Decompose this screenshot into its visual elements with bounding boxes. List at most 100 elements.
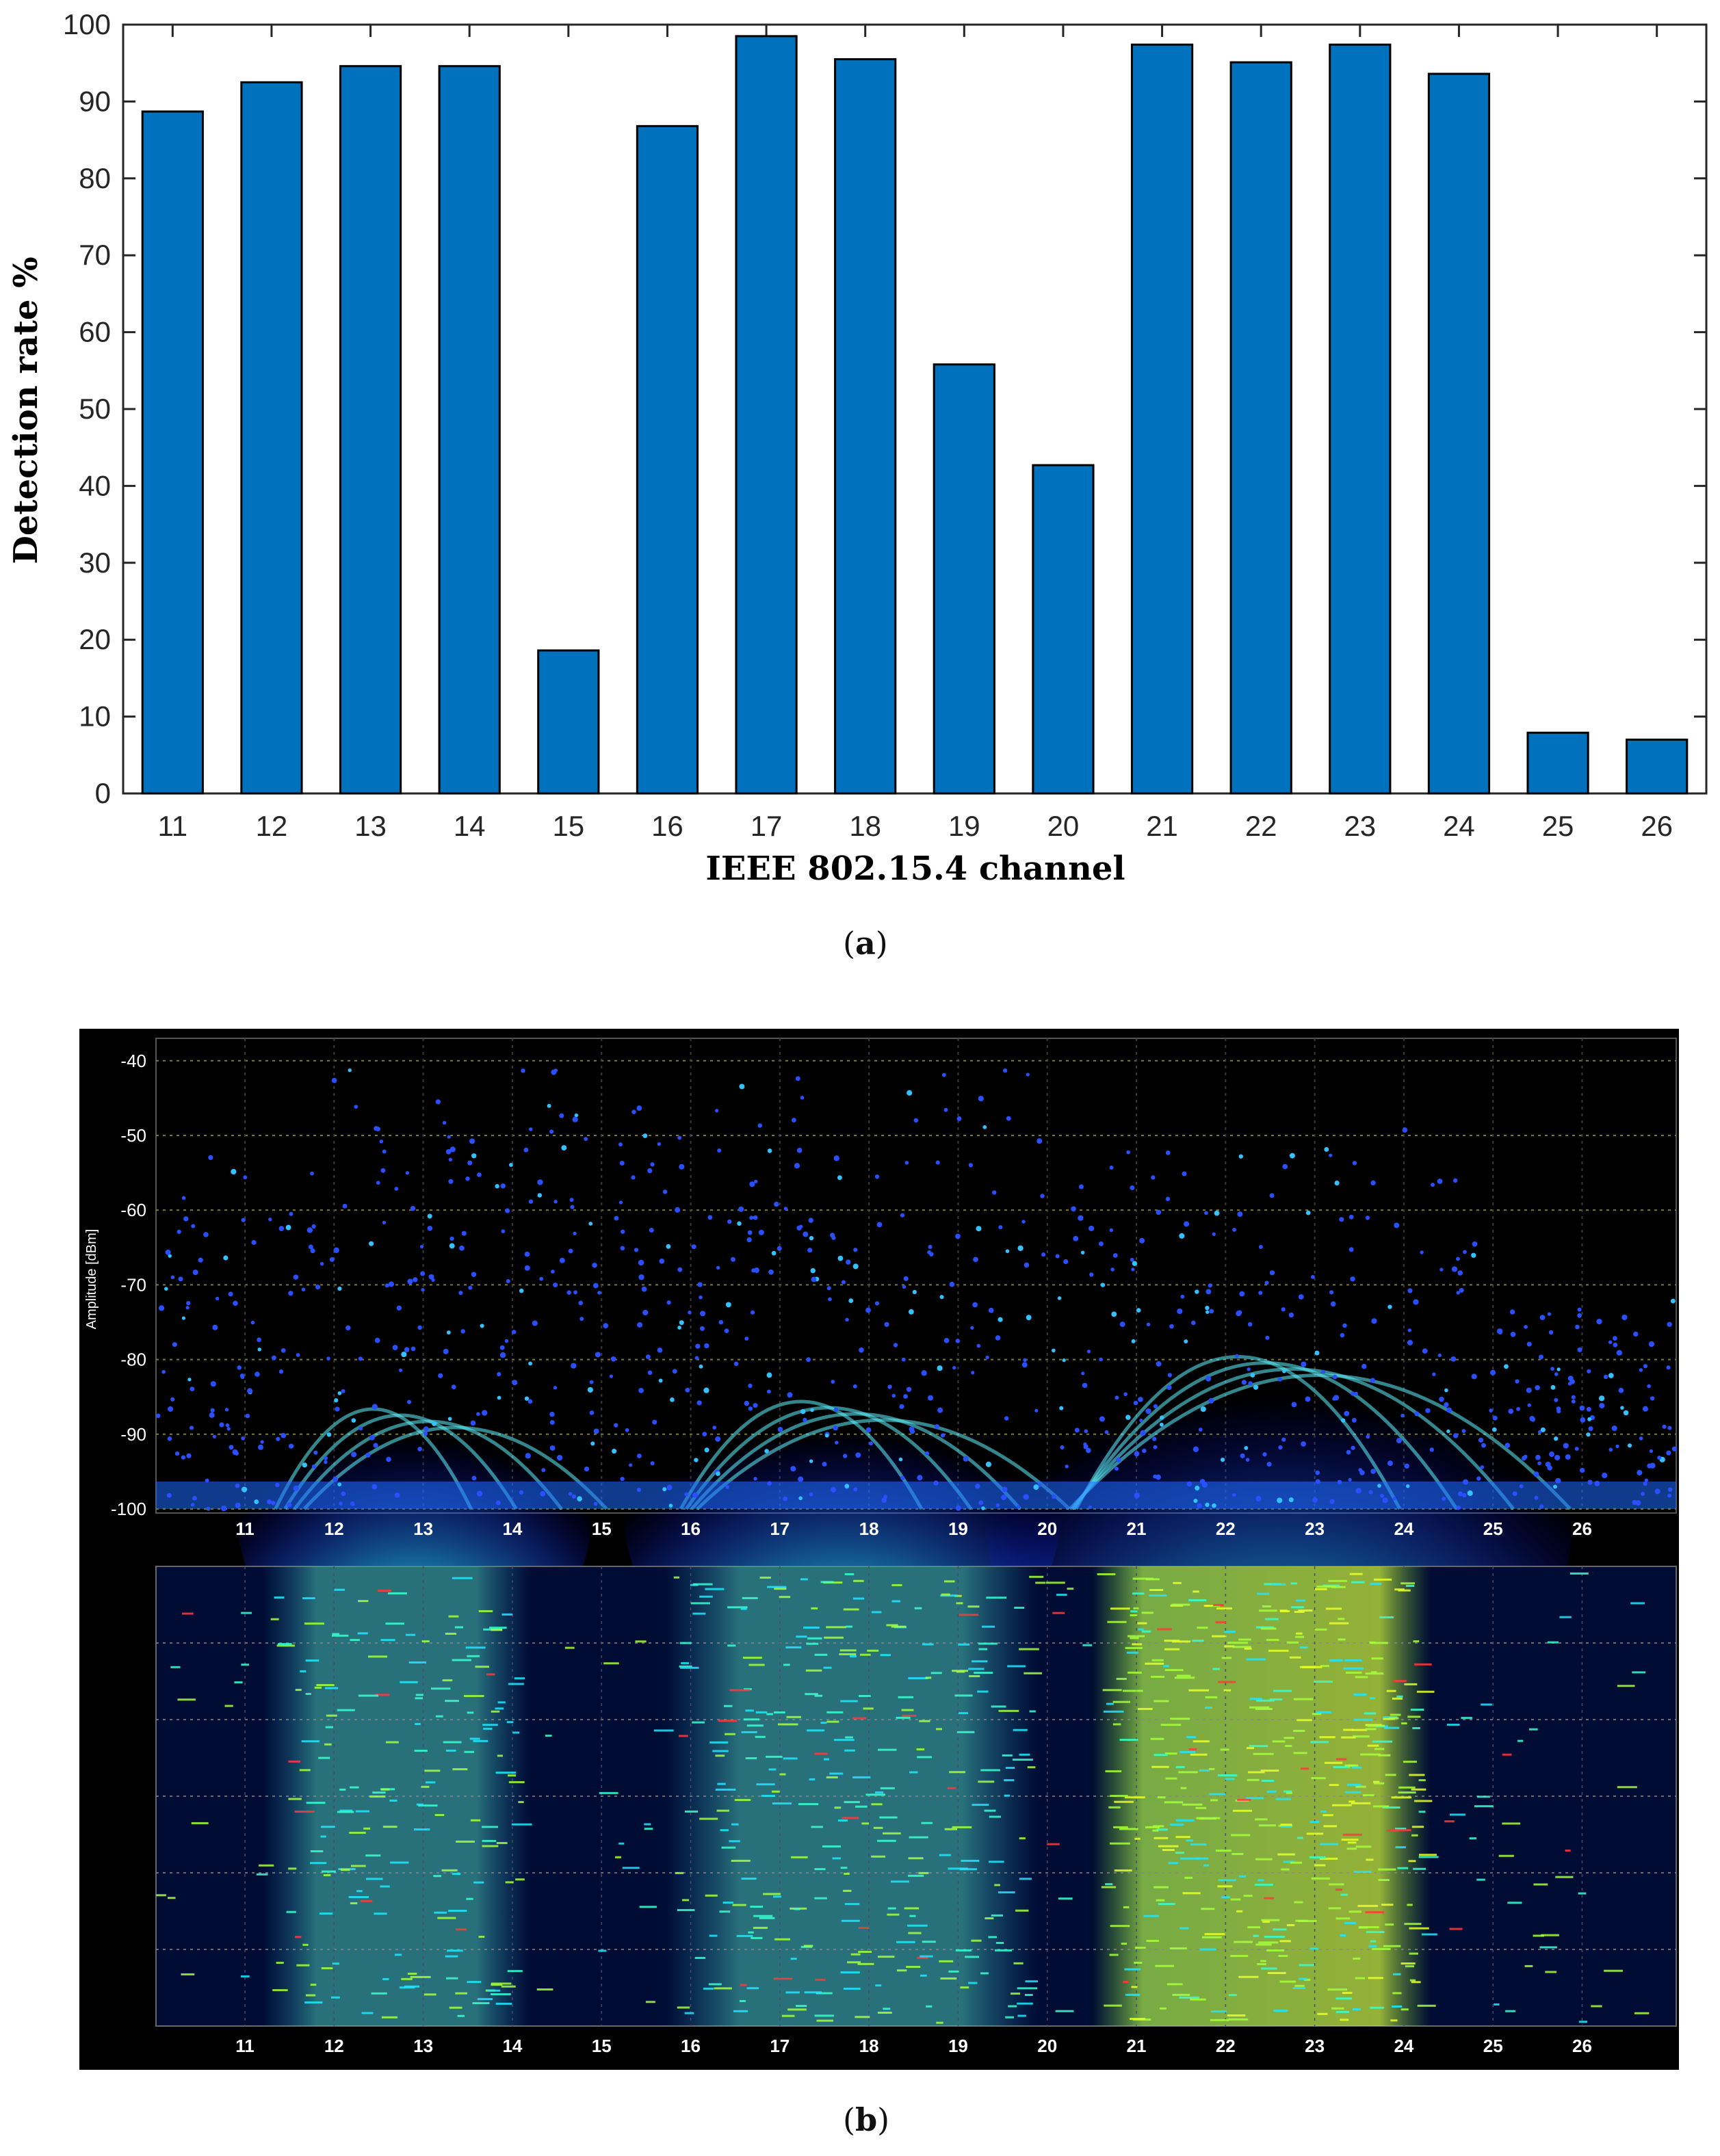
spectrum-point	[435, 1099, 441, 1105]
waterfall-trace	[991, 1914, 1003, 1917]
waterfall-trace	[925, 1677, 932, 1679]
waterfall-trace	[334, 1588, 345, 1591]
waterfall-trace	[765, 1755, 783, 1758]
waterfall-x-tick-label: 23	[1305, 2036, 1325, 2056]
waterfall-trace	[338, 1868, 356, 1871]
waterfall-trace	[156, 1894, 166, 1897]
waterfall-trace	[1341, 1839, 1359, 1841]
waterfall-trace	[1112, 1700, 1131, 1703]
spectrum-point	[1033, 1484, 1039, 1490]
waterfall-trace	[811, 1826, 823, 1828]
waterfall-trace	[382, 1826, 398, 1828]
waterfall-trace	[1260, 1770, 1279, 1772]
waterfall-trace	[1331, 2007, 1344, 2010]
spectrum-point	[413, 1277, 418, 1283]
waterfall-trace	[1101, 1886, 1117, 1889]
spectrum-point	[407, 1399, 412, 1404]
spectrum-point	[1100, 1283, 1106, 1287]
waterfall-trace	[1261, 1919, 1280, 1921]
waterfall-trace	[1197, 1627, 1208, 1629]
waterfall-trace	[1013, 1728, 1028, 1731]
waterfall-trace	[980, 1972, 989, 1975]
waterfall-trace	[448, 1615, 459, 1618]
spectrum-point	[767, 1148, 772, 1153]
waterfall-x-tick-label: 17	[770, 2036, 790, 2056]
waterfall-trace	[988, 1861, 1004, 1863]
waterfall-trace	[363, 1827, 371, 1830]
waterfall-trace	[1370, 1940, 1377, 1943]
spectrum-point	[245, 1413, 250, 1419]
waterfall-trace	[464, 1695, 484, 1698]
waterfall-trace	[1291, 1606, 1304, 1609]
spectrum-point	[618, 1200, 623, 1205]
spectrum-y-tick-label: -80	[120, 1350, 146, 1370]
waterfall-trace	[434, 1814, 445, 1817]
spectrum-point	[524, 1265, 530, 1271]
spectrum-point	[737, 1221, 742, 1226]
spectrum-point	[846, 1259, 851, 1265]
spectrum-point	[666, 1244, 671, 1249]
spectrum-point	[231, 1168, 237, 1175]
y-tick-label: 60	[79, 316, 111, 348]
spectrum-point	[1237, 1310, 1242, 1315]
waterfall-trace	[1335, 2010, 1350, 2013]
waterfall-trace	[1298, 1609, 1313, 1612]
waterfall-trace	[1258, 1879, 1264, 1882]
spectrum-point	[714, 1469, 720, 1475]
spectrum-point	[1165, 1196, 1171, 1202]
spectrum-point	[577, 1496, 582, 1501]
waterfall-trace	[1381, 1904, 1394, 1906]
bar-channel-23	[1329, 43, 1392, 795]
spectrum-arc	[293, 1419, 563, 1510]
bar-channel-17	[735, 35, 798, 795]
waterfall-trace	[1394, 1828, 1407, 1830]
waterfall-trace	[1232, 1646, 1251, 1648]
spectrum-point	[796, 1148, 803, 1153]
spectrum-point	[1480, 1465, 1485, 1469]
spectrum-point	[289, 1211, 294, 1216]
waterfall-trace	[826, 1711, 844, 1713]
waterfall-trace	[1283, 1790, 1292, 1793]
spectrum-y-tick-label: -90	[120, 1424, 146, 1445]
waterfall-trace	[1190, 1998, 1206, 2001]
spectrum-point	[1001, 1494, 1007, 1501]
waterfall-trace	[1107, 1620, 1127, 1623]
spectrum-x-tick-label: 22	[1216, 1519, 1236, 1539]
waterfall-trace	[1279, 1980, 1296, 1983]
x-tick-label: 25	[1542, 810, 1574, 842]
spectrum-point	[584, 1137, 588, 1141]
spectrum-point	[1437, 1179, 1443, 1184]
spectrum-point	[315, 1284, 321, 1290]
waterfall-trace	[1154, 1754, 1168, 1757]
waterfall-trace	[1533, 1883, 1548, 1886]
waterfall-trace	[367, 1655, 388, 1658]
spectrum-point	[308, 1244, 313, 1250]
waterfall-trace	[326, 1714, 337, 1717]
y-tick-label: 0	[95, 777, 111, 809]
waterfall-trace	[1199, 1817, 1216, 1820]
spectrum-point	[1556, 1409, 1561, 1414]
spectrum-point	[1461, 1429, 1466, 1434]
spectrum-point	[595, 1352, 601, 1358]
spectrum-x-tick-label: 18	[859, 1519, 879, 1539]
waterfall-trace	[1383, 1945, 1401, 1947]
spectrum-point	[1315, 1470, 1320, 1475]
spectrum-point	[1659, 1456, 1665, 1462]
waterfall-trace	[1353, 1718, 1372, 1721]
waterfall-trace	[316, 1684, 335, 1687]
waterfall-trace	[603, 1662, 619, 1665]
spectrum-point	[1082, 1382, 1088, 1389]
spectrum-point	[1337, 1480, 1342, 1485]
spectrum-point	[1205, 1376, 1212, 1382]
spectrum-arc	[283, 1413, 518, 1510]
waterfall-trace	[1317, 2012, 1328, 2015]
spectrum-point	[688, 1311, 692, 1315]
spectrum-point	[791, 1118, 796, 1122]
waterfall-trace	[1294, 1610, 1305, 1613]
spectrum-point	[766, 1389, 771, 1394]
spectrum-point	[1184, 1222, 1189, 1226]
spectrum-point	[744, 1337, 749, 1341]
waterfall-trace	[1314, 1680, 1333, 1683]
spectrum-point	[1554, 1397, 1559, 1402]
waterfall-trace	[918, 1871, 929, 1874]
